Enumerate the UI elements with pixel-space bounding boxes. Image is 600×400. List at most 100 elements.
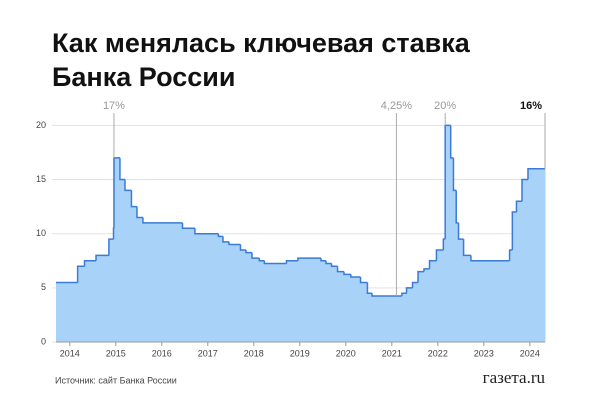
area-step xyxy=(406,287,414,342)
area-step xyxy=(56,282,79,342)
x-tick-label: 2016 xyxy=(152,348,172,358)
line-step xyxy=(435,249,444,261)
area-step xyxy=(509,249,513,342)
area-step xyxy=(326,263,333,342)
line-step xyxy=(521,178,528,202)
line-step xyxy=(350,274,361,278)
area-step xyxy=(131,206,138,342)
y-tick-label: 0 xyxy=(41,336,46,346)
area-step xyxy=(297,258,322,342)
area-step xyxy=(113,157,121,342)
x-tick-label: 2020 xyxy=(336,348,356,358)
line-step xyxy=(258,258,265,262)
line-step xyxy=(119,157,126,181)
y-tick-label: 10 xyxy=(36,228,46,238)
line-step xyxy=(411,281,419,288)
line-step xyxy=(428,260,437,269)
line-step xyxy=(330,263,338,267)
area-step xyxy=(445,125,452,342)
area-step xyxy=(77,266,86,342)
line-step xyxy=(343,271,351,276)
line-step xyxy=(508,249,513,261)
line-step xyxy=(515,200,522,213)
area-step xyxy=(527,168,546,342)
line-step xyxy=(245,249,252,254)
x-tick-label: 2022 xyxy=(428,348,448,358)
area-step xyxy=(360,282,368,342)
annotation-label: 16% xyxy=(520,100,542,112)
area-step xyxy=(240,249,247,342)
area-step xyxy=(458,239,465,342)
line-step xyxy=(444,124,451,240)
line-step xyxy=(124,179,132,192)
area-step xyxy=(331,266,339,342)
line-step xyxy=(83,260,97,267)
area-step xyxy=(222,241,230,342)
area-step xyxy=(343,274,352,342)
line-step xyxy=(142,217,183,224)
line-step xyxy=(452,157,457,192)
line-step xyxy=(181,222,195,230)
annotation-label: 20% xyxy=(434,100,456,112)
area-step xyxy=(194,233,219,342)
line-step xyxy=(76,265,85,283)
line-step xyxy=(470,255,510,262)
area-step xyxy=(264,263,287,342)
area-step xyxy=(418,271,425,342)
line-step xyxy=(228,241,241,246)
y-tick-label: 5 xyxy=(41,282,46,292)
x-tick-label: 2024 xyxy=(520,348,540,358)
line-step xyxy=(222,236,229,243)
x-tick-label: 2015 xyxy=(106,348,126,358)
area-step xyxy=(424,268,431,342)
area-step xyxy=(84,260,97,342)
area-step xyxy=(512,212,517,342)
line-step xyxy=(239,244,246,251)
line-step xyxy=(511,211,517,250)
area-step xyxy=(401,293,408,342)
line-step xyxy=(455,190,459,224)
line-step xyxy=(401,292,407,296)
x-tick-label: 2014 xyxy=(60,348,80,358)
line-step xyxy=(130,190,137,208)
line-step xyxy=(194,228,219,235)
x-tick-label: 2017 xyxy=(198,348,218,358)
line-step xyxy=(320,258,327,262)
line-step xyxy=(423,268,430,272)
x-tick-label: 2018 xyxy=(244,348,264,358)
area-step xyxy=(463,255,472,342)
y-tick-label: 15 xyxy=(36,174,46,184)
line-step xyxy=(442,238,446,250)
area-step xyxy=(320,260,327,342)
line-step xyxy=(95,254,109,261)
line-step xyxy=(108,238,114,256)
area-step xyxy=(450,157,454,342)
annotation-label: 4,25% xyxy=(381,100,412,112)
line-step xyxy=(336,266,344,273)
area-step xyxy=(96,255,110,342)
line-step xyxy=(297,257,321,261)
source: Источник: сайт Банка России xyxy=(55,375,177,385)
area-step xyxy=(228,244,241,342)
line-step xyxy=(405,287,413,294)
x-tick-label: 2019 xyxy=(290,348,310,358)
area-step xyxy=(350,277,362,342)
line-step xyxy=(359,277,368,284)
annotation-label: 17% xyxy=(103,100,125,112)
x-tick-label: 2021 xyxy=(382,348,402,358)
area-step xyxy=(436,249,444,342)
line-step xyxy=(371,293,402,297)
area-step xyxy=(108,239,115,342)
area-step xyxy=(218,236,224,342)
area-step xyxy=(456,222,460,342)
line-step xyxy=(325,260,332,265)
line-step xyxy=(136,206,143,219)
line-step xyxy=(417,270,425,283)
area-step xyxy=(245,252,253,342)
area-step xyxy=(136,217,144,342)
area-step xyxy=(412,282,419,342)
line-step xyxy=(457,222,464,240)
line-step xyxy=(285,260,298,264)
area-step xyxy=(337,271,345,342)
